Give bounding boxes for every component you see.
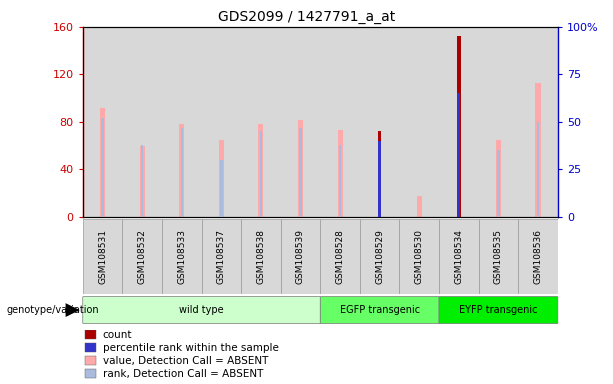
Bar [219,140,224,217]
Bar [241,27,281,217]
Bar [378,141,381,217]
Bar [400,219,439,294]
Bar [536,83,541,217]
Bar [181,127,183,217]
Bar [360,27,400,217]
Bar [457,93,460,217]
Bar [85,330,96,339]
Text: count: count [103,330,132,340]
Bar [479,27,518,217]
Bar [479,219,518,294]
Text: EYFP transgenic: EYFP transgenic [459,305,538,314]
Bar [83,219,123,294]
Bar [241,219,281,294]
Text: GSM108537: GSM108537 [217,229,226,284]
FancyBboxPatch shape [83,296,321,324]
Bar [281,27,321,217]
Bar [457,36,460,217]
Bar [100,108,105,217]
Text: GSM108530: GSM108530 [415,229,424,284]
Text: GSM108534: GSM108534 [454,229,463,284]
Text: GSM108528: GSM108528 [335,229,345,284]
Bar [281,219,321,294]
Bar [339,145,341,217]
Bar [439,219,479,294]
Text: wild type: wild type [179,305,224,314]
Bar [260,131,262,217]
Text: genotype/variation: genotype/variation [6,305,99,315]
Bar [518,27,558,217]
Bar [378,131,381,217]
Text: GDS2099 / 1427791_a_at: GDS2099 / 1427791_a_at [218,10,395,23]
Bar [179,124,185,217]
Text: GSM108529: GSM108529 [375,229,384,284]
Bar [202,27,241,217]
Bar [417,195,422,217]
FancyBboxPatch shape [439,296,558,324]
FancyBboxPatch shape [321,296,439,324]
Text: GSM108535: GSM108535 [494,229,503,284]
Bar [321,27,360,217]
Bar [338,130,343,217]
Text: GSM108536: GSM108536 [533,229,543,284]
Text: GSM108533: GSM108533 [177,229,186,284]
Bar [141,145,143,217]
Bar [162,219,202,294]
Text: rank, Detection Call = ABSENT: rank, Detection Call = ABSENT [103,369,263,379]
Bar [123,27,162,217]
Bar [321,219,360,294]
Bar [518,219,558,294]
Bar [202,219,241,294]
Bar [298,119,303,217]
Bar [123,219,162,294]
Bar [162,27,202,217]
Bar [85,356,96,365]
Text: percentile rank within the sample: percentile rank within the sample [103,343,278,353]
Text: GSM108538: GSM108538 [256,229,265,284]
Bar [400,27,439,217]
Bar [101,118,104,217]
Bar [496,140,501,217]
Text: GSM108539: GSM108539 [296,229,305,284]
Bar [299,127,302,217]
Bar [83,27,123,217]
Polygon shape [66,303,80,317]
Bar [439,27,479,217]
Text: GSM108532: GSM108532 [138,229,147,284]
Text: EGFP transgenic: EGFP transgenic [340,305,420,314]
Bar [497,151,500,217]
Bar [85,369,96,378]
Bar [360,219,400,294]
Bar [537,122,539,217]
Bar [85,343,96,352]
Bar [140,146,145,217]
Bar [220,160,223,217]
Bar [258,124,264,217]
Text: GSM108531: GSM108531 [98,229,107,284]
Text: value, Detection Call = ABSENT: value, Detection Call = ABSENT [103,356,268,366]
